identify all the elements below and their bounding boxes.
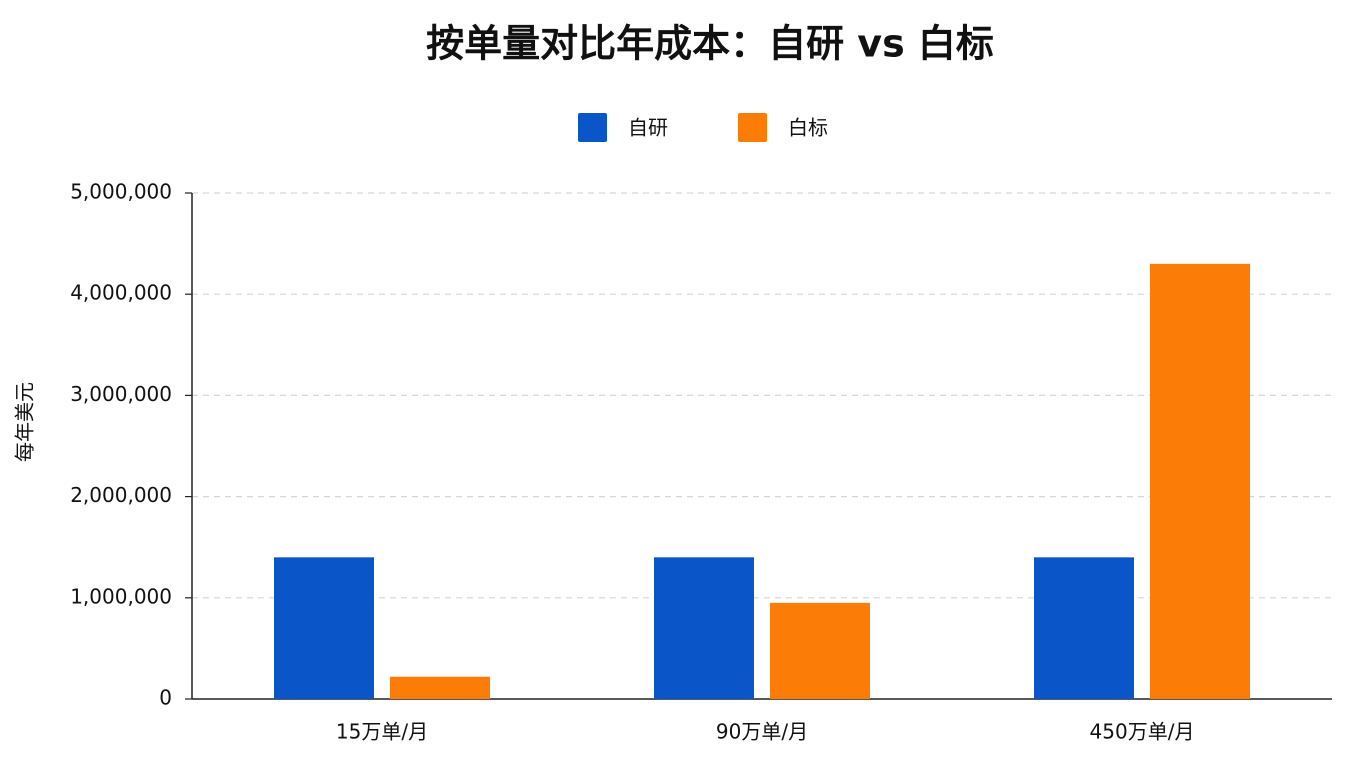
bar	[654, 557, 754, 699]
y-tick-label: 4,000,000	[70, 281, 172, 305]
y-tick-label: 2,000,000	[70, 483, 172, 507]
y-tick-label: 1,000,000	[70, 584, 172, 608]
x-tick-label: 15万单/月	[336, 720, 428, 744]
legend-swatch	[578, 113, 607, 142]
bar	[274, 557, 374, 699]
y-tick-label: 0	[159, 686, 172, 710]
legend-label: 白标	[788, 116, 828, 140]
bar	[770, 602, 870, 699]
y-tick-label: 5,000,000	[70, 180, 172, 204]
bar	[1150, 263, 1250, 699]
legend-swatch	[738, 113, 767, 142]
x-tick-label: 450万单/月	[1090, 720, 1195, 744]
legend-label: 自研	[628, 116, 668, 140]
bar	[1034, 557, 1134, 699]
y-tick-label: 3,000,000	[70, 382, 172, 406]
x-tick-label: 90万单/月	[716, 720, 808, 744]
chart-title: 按单量对比年成本：自研 vs 白标	[426, 22, 994, 66]
bar	[390, 676, 490, 699]
y-axis-label: 每年美元	[13, 382, 37, 462]
